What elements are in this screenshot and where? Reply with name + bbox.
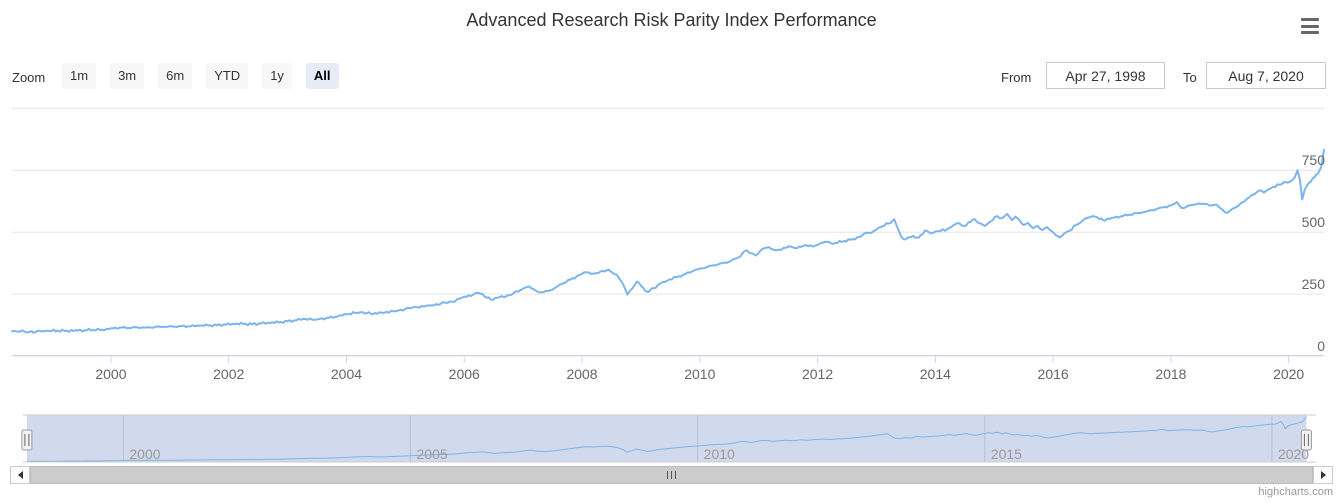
scrollbar-left-button[interactable] bbox=[10, 466, 30, 484]
credits-link[interactable]: highcharts.com bbox=[1258, 486, 1333, 498]
x-axis-label: 2008 bbox=[566, 366, 598, 382]
x-axis-label: 2010 bbox=[684, 366, 716, 382]
y-axis-label: 0 bbox=[1317, 338, 1325, 354]
x-axis-ticks bbox=[110, 356, 1290, 363]
navigator-axis-label: 2015 bbox=[990, 446, 1022, 462]
navigator-series-line bbox=[26, 416, 1307, 462]
to-date-input[interactable] bbox=[1206, 62, 1326, 89]
x-axis-label: 2016 bbox=[1037, 366, 1069, 382]
navigator-mask[interactable] bbox=[26, 415, 1307, 462]
scrollbar-grip bbox=[671, 471, 672, 479]
arrow-left-icon bbox=[17, 471, 23, 479]
scrollbar-grip bbox=[675, 471, 676, 479]
range-button-6m[interactable]: 6m bbox=[158, 63, 193, 89]
scrollbar-thumb[interactable] bbox=[30, 466, 1313, 484]
x-axis-label: 2012 bbox=[801, 366, 834, 382]
arrow-right-icon bbox=[1320, 471, 1326, 479]
navigator-axis-label: 2010 bbox=[703, 446, 735, 462]
y-axis-label: 500 bbox=[1301, 214, 1325, 231]
scrollbar-right-button[interactable] bbox=[1313, 466, 1333, 484]
to-label: To bbox=[1183, 70, 1197, 85]
x-axis-label: 2018 bbox=[1155, 366, 1187, 382]
navigator-handle-right[interactable] bbox=[1300, 429, 1312, 451]
range-button-1m[interactable]: 1m bbox=[62, 63, 97, 89]
zoom-label: Zoom bbox=[12, 70, 46, 85]
navigator-axis-label: 2005 bbox=[416, 446, 448, 462]
navigator-gridlines bbox=[122, 415, 1273, 462]
x-axis-label: 2004 bbox=[330, 366, 363, 382]
navigator-axis-label: 2020 bbox=[1277, 446, 1310, 462]
series-line[interactable] bbox=[11, 148, 1325, 334]
x-axis-label: 2002 bbox=[213, 366, 245, 382]
x-axis-label: 2006 bbox=[448, 366, 480, 382]
scrollbar-grip bbox=[667, 471, 668, 479]
range-button-1y[interactable]: 1y bbox=[262, 63, 292, 89]
range-button-3m[interactable]: 3m bbox=[110, 63, 145, 89]
hamburger-icon bbox=[1301, 18, 1319, 21]
range-button-all[interactable]: All bbox=[305, 63, 339, 89]
y-gridlines bbox=[12, 107, 1324, 357]
range-button-ytd[interactable]: YTD bbox=[206, 63, 249, 89]
hamburger-icon bbox=[1301, 31, 1319, 34]
navigator-handle-left[interactable] bbox=[21, 429, 33, 451]
navigator-axis-label: 2000 bbox=[129, 446, 161, 462]
hamburger-icon bbox=[1301, 24, 1319, 28]
chart-title: Advanced Research Risk Parity Index Perf… bbox=[466, 10, 877, 30]
range-buttons: 1m 3m 6m YTD 1y All bbox=[62, 63, 339, 89]
x-axis-label: 2014 bbox=[919, 366, 951, 382]
x-axis-label: 2020 bbox=[1273, 366, 1305, 382]
from-date-input[interactable] bbox=[1046, 62, 1165, 89]
y-axis-label: 750 bbox=[1301, 152, 1325, 169]
context-menu-button[interactable] bbox=[1301, 18, 1319, 34]
x-axis-label: 2000 bbox=[95, 366, 127, 382]
from-label: From bbox=[1001, 70, 1032, 85]
y-axis-label: 250 bbox=[1301, 276, 1325, 293]
